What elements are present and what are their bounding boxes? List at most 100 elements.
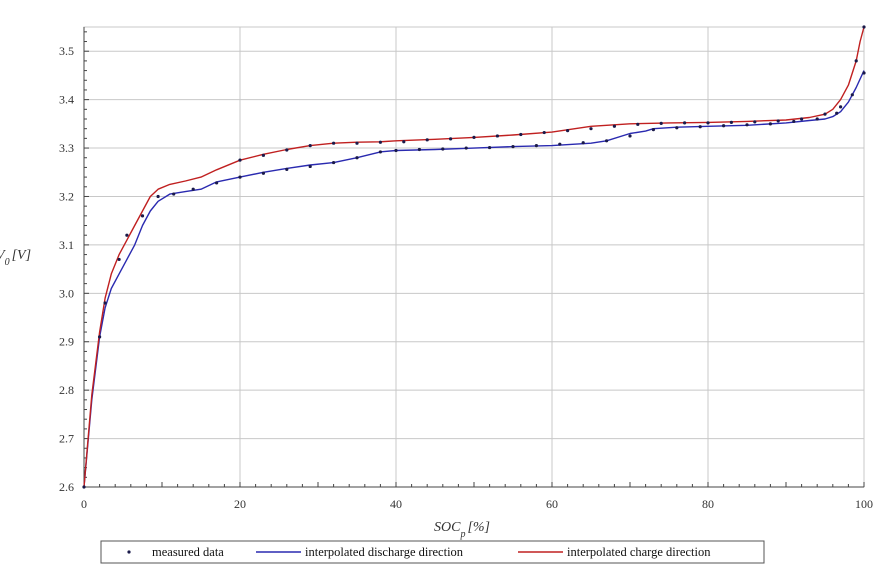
- y-tick-label: 2.7: [59, 432, 74, 446]
- measured-point: [191, 187, 195, 191]
- measured-point: [800, 117, 804, 121]
- y-axis-ticks: 2.6 2.7 2.8 2.9 3.0 3.1 3.2 3.3 3.4 3.5: [59, 31, 89, 494]
- y-tick-label: 2.6: [59, 480, 74, 494]
- plot-frame: [83, 26, 865, 488]
- x-axis-label: SOCp [%]: [434, 520, 490, 540]
- measured-point: [417, 147, 421, 152]
- y-tick-label: 2.8: [59, 383, 74, 397]
- measured-point: [355, 141, 359, 145]
- measured-point: [698, 125, 702, 129]
- y-tick-label: 3.3: [59, 141, 74, 155]
- legend-label-charge: interpolated charge direction: [567, 545, 711, 559]
- measured-point: [308, 144, 312, 148]
- measured-point: [98, 335, 102, 339]
- y-tick-label: 3.5: [59, 44, 74, 58]
- series-line-charge: [83, 26, 865, 488]
- measured-point: [581, 141, 585, 145]
- measured-point: [261, 153, 265, 157]
- measured-point: [332, 160, 336, 165]
- x-tick-label: 0: [81, 497, 87, 511]
- legend-box: [100, 540, 765, 564]
- measured-point: [768, 122, 773, 126]
- measured-point: [285, 148, 289, 152]
- measured-point: [125, 233, 129, 237]
- measured-point: [628, 134, 632, 138]
- x-axis-label-unit: [%]: [467, 520, 490, 535]
- measured-point: [449, 137, 453, 141]
- x-axis-label-base: SOC: [434, 520, 461, 535]
- x-axis-label-sub: p: [459, 529, 465, 540]
- measured-point: [706, 121, 710, 125]
- measured-point: [378, 140, 382, 144]
- measured-point: [117, 257, 121, 262]
- measured-point: [722, 124, 726, 128]
- measured-point: [683, 121, 687, 125]
- measured-point: [472, 135, 476, 139]
- measured-point: [815, 117, 819, 121]
- measured-point: [835, 111, 839, 115]
- measured-point: [862, 25, 866, 29]
- x-tick-label: 40: [390, 497, 402, 511]
- measured-point: [156, 194, 160, 199]
- measured-point: [355, 156, 359, 160]
- measured-point: [495, 134, 499, 138]
- measured-point: [238, 158, 242, 162]
- measured-point: [378, 150, 382, 154]
- measured-point: [636, 122, 640, 126]
- measured-point: [753, 120, 757, 124]
- measured-point: [792, 119, 796, 124]
- series-lines: [83, 26, 865, 488]
- y-axis-label-base: V: [0, 248, 6, 263]
- measured-point: [605, 139, 609, 143]
- plot-border: [83, 26, 865, 488]
- measured-point: [425, 138, 429, 142]
- measured-point: [511, 145, 515, 149]
- measured-point: [441, 147, 445, 151]
- y-axis-label-sub: 0: [5, 257, 10, 268]
- legend: measured data interpolated discharge dir…: [100, 540, 765, 564]
- measured-point: [534, 144, 539, 148]
- measured-point: [215, 181, 219, 185]
- grid: [83, 27, 865, 488]
- measured-point: [402, 140, 406, 144]
- measured-point: [675, 126, 679, 130]
- x-tick-label: 20: [234, 497, 246, 511]
- measured-point: [238, 175, 242, 179]
- measured-point: [394, 148, 398, 153]
- y-axis-label: V0[V]: [0, 248, 31, 268]
- measured-point: [542, 130, 546, 135]
- series-line-discharge: [83, 70, 865, 488]
- y-axis-label-unit: [V]: [12, 248, 31, 263]
- measured-point: [82, 485, 86, 489]
- measured-point: [103, 301, 107, 305]
- measured-point: [612, 124, 617, 128]
- measured-point: [823, 112, 827, 116]
- y-tick-label: 3.2: [59, 189, 74, 203]
- x-tick-label: 60: [546, 497, 558, 511]
- y-tick-label: 2.9: [59, 335, 74, 349]
- measured-point: [776, 119, 780, 123]
- x-tick-label: 80: [702, 497, 714, 511]
- measured-point: [745, 123, 749, 127]
- measured-point: [659, 121, 663, 125]
- legend-label-discharge: interpolated discharge direction: [305, 545, 464, 559]
- measured-point: [854, 59, 858, 63]
- measured-point: [862, 71, 866, 75]
- measured-point: [651, 128, 656, 132]
- measured-point: [172, 192, 176, 196]
- measured-point: [464, 146, 468, 150]
- y-tick-label: 3.1: [59, 238, 74, 252]
- legend-marker-measured: [127, 550, 131, 554]
- y-tick-label: 3.4: [59, 93, 74, 107]
- measured-point: [308, 164, 312, 169]
- x-axis-ticks: 0 20 40 60 80 100: [81, 482, 873, 511]
- y-tick-label: 3.0: [59, 286, 74, 300]
- measured-point: [850, 93, 854, 97]
- measured-point: [140, 214, 145, 218]
- legend-label-measured: measured data: [152, 545, 224, 559]
- measured-point: [729, 120, 734, 124]
- measured-point: [558, 142, 562, 146]
- measured-point: [285, 167, 289, 171]
- measured-markers: [82, 25, 866, 489]
